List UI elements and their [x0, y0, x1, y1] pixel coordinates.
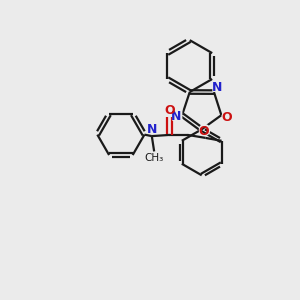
Text: N: N — [146, 122, 158, 137]
Text: O: O — [163, 103, 176, 118]
Text: O: O — [197, 124, 210, 139]
Text: O: O — [164, 104, 175, 117]
Text: N: N — [211, 80, 224, 95]
Text: N: N — [171, 110, 182, 123]
Text: N: N — [147, 123, 157, 136]
Text: O: O — [222, 110, 232, 124]
Text: O: O — [220, 110, 233, 124]
Text: N: N — [212, 81, 223, 94]
Text: CH₃: CH₃ — [145, 153, 164, 163]
Text: N: N — [170, 109, 183, 124]
Text: O: O — [199, 125, 209, 138]
